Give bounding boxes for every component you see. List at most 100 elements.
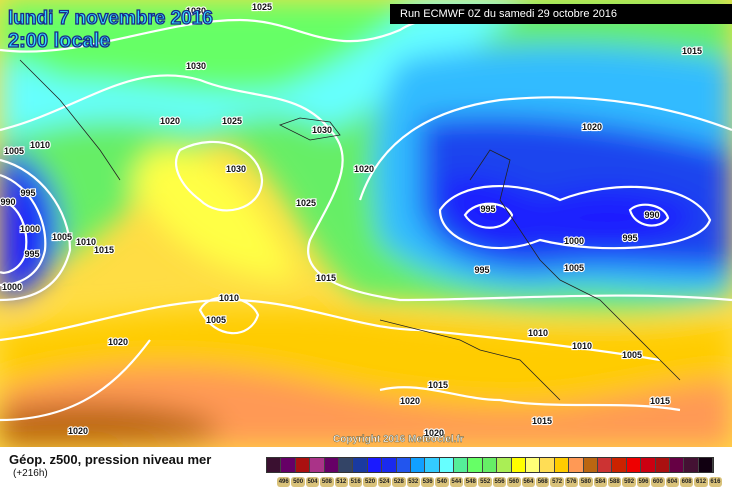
isobar-label: 1020 [354,164,374,174]
legend-labels: 496 500 504 508 512 516 520 524 528 532 536 540 544 5… [277,477,723,487]
legend-label: 616 [708,477,723,487]
weather-map: 1030 1025 1030 1015 1020 1025 1030 1020 1005 1010… [0,0,732,447]
legend-swatch [612,458,627,472]
isobar-label: 1015 [316,273,336,283]
legend-swatch [454,458,469,472]
legend-label: 500 [291,477,305,487]
legend-swatch [526,458,541,472]
legend-swatch [684,458,699,472]
isobar-label: 1025 [222,116,242,126]
isobar-label: 1010 [572,341,592,351]
legend-swatch [367,458,383,472]
isobar-label: 1020 [160,116,180,126]
isobar-label: 1015 [650,396,670,406]
isobar-label: 990 [644,210,659,220]
legend-label: 608 [679,477,694,487]
legend-swatch [511,458,527,472]
isobar-label: 1020 [582,122,602,132]
copyright: Copyright 2016 Meteociel.fr [333,434,464,445]
isobar-label: 995 [480,204,495,214]
isobar-label: 1030 [186,6,206,16]
isobar-label: 1015 [682,46,702,56]
isobar-label: 1020 [400,396,420,406]
legend-label: 548 [464,477,478,487]
legend-swatch [382,458,397,472]
legend-swatch [468,458,483,472]
legend-label: 552 [478,477,492,487]
isobar-label: 1015 [532,416,552,426]
legend-swatch [597,458,613,472]
isobar-label: 995 [20,188,35,198]
isobar-label: 1005 [52,232,72,242]
isobar-label: 995 [24,249,39,259]
isobar-label: 1005 [206,315,226,325]
legend-swatch [583,458,598,472]
isobar-label: 1010 [76,237,96,247]
legend-label: 556 [492,477,507,487]
legend-label: 576 [564,477,579,487]
legend-label: 560 [507,477,521,487]
legend-swatch [439,458,455,472]
legend-swatch [626,458,642,472]
legend-label: 536 [420,477,435,487]
isobar-label: 1015 [94,245,114,255]
map-title: Géop. z500, pression niveau mer [9,452,212,467]
legend-swatch [338,458,354,472]
legend-swatch [324,458,339,472]
legend-swatch [310,458,325,472]
isobar-label: 1010 [219,293,239,303]
legend-swatch [540,458,555,472]
legend-label: 508 [320,477,334,487]
legend-swatch [425,458,440,472]
legend-label: 520 [363,477,377,487]
legend-label: 612 [694,477,708,487]
isobar-label: 1000 [564,236,584,246]
isobar-label: 1005 [622,350,642,360]
legend-label: 580 [579,477,593,487]
isobar-label: 1025 [296,198,316,208]
legend-label: 596 [636,477,651,487]
legend-label: 564 [521,477,536,487]
legend-label: 584 [593,477,607,487]
legend-swatch [267,458,282,472]
isobar-label: 995 [622,233,637,243]
isobar-label: 1010 [30,140,50,150]
legend-swatch [396,458,411,472]
legend-label: 600 [651,477,665,487]
isobar-label: 990 [0,197,15,207]
isobar-label: 1030 [312,125,332,135]
legend-swatch [497,458,512,472]
isobar-label: 1015 [428,380,448,390]
isobar-label: 1020 [424,428,444,438]
legend-label: 588 [607,477,622,487]
lead-time: (+216h) [13,468,48,479]
legend-label: 572 [550,477,564,487]
color-legend [266,457,714,473]
legend-label: 568 [536,477,550,487]
isobar-label: 1030 [186,61,206,71]
legend-swatch [295,458,311,472]
legend-swatch [410,458,426,472]
legend-label: 524 [377,477,392,487]
legend-swatch [669,458,685,472]
isobar-label: 995 [474,265,489,275]
isobar-label: 1010 [528,328,548,338]
legend-swatch [655,458,670,472]
forecast-date: lundi 7 novembre 2016 [7,7,213,29]
isobar-label: 1025 [252,2,272,12]
legend-label: 528 [392,477,406,487]
legend-swatch [353,458,368,472]
legend-label: 504 [305,477,320,487]
isobar-label: 1030 [226,164,246,174]
legend-label: 532 [406,477,420,487]
legend-label: 512 [334,477,348,487]
legend-swatch [554,458,570,472]
legend-swatch [569,458,584,472]
legend-label: 604 [665,477,679,487]
legend-swatch [641,458,656,472]
model-run-label: Run ECMWF 0Z du samedi 29 octobre 2016 [390,4,732,24]
legend-label: 496 [277,477,291,487]
isobar-label: 1020 [108,337,128,347]
legend-swatch [698,458,714,472]
forecast-time: 2:00 locale [7,29,111,52]
